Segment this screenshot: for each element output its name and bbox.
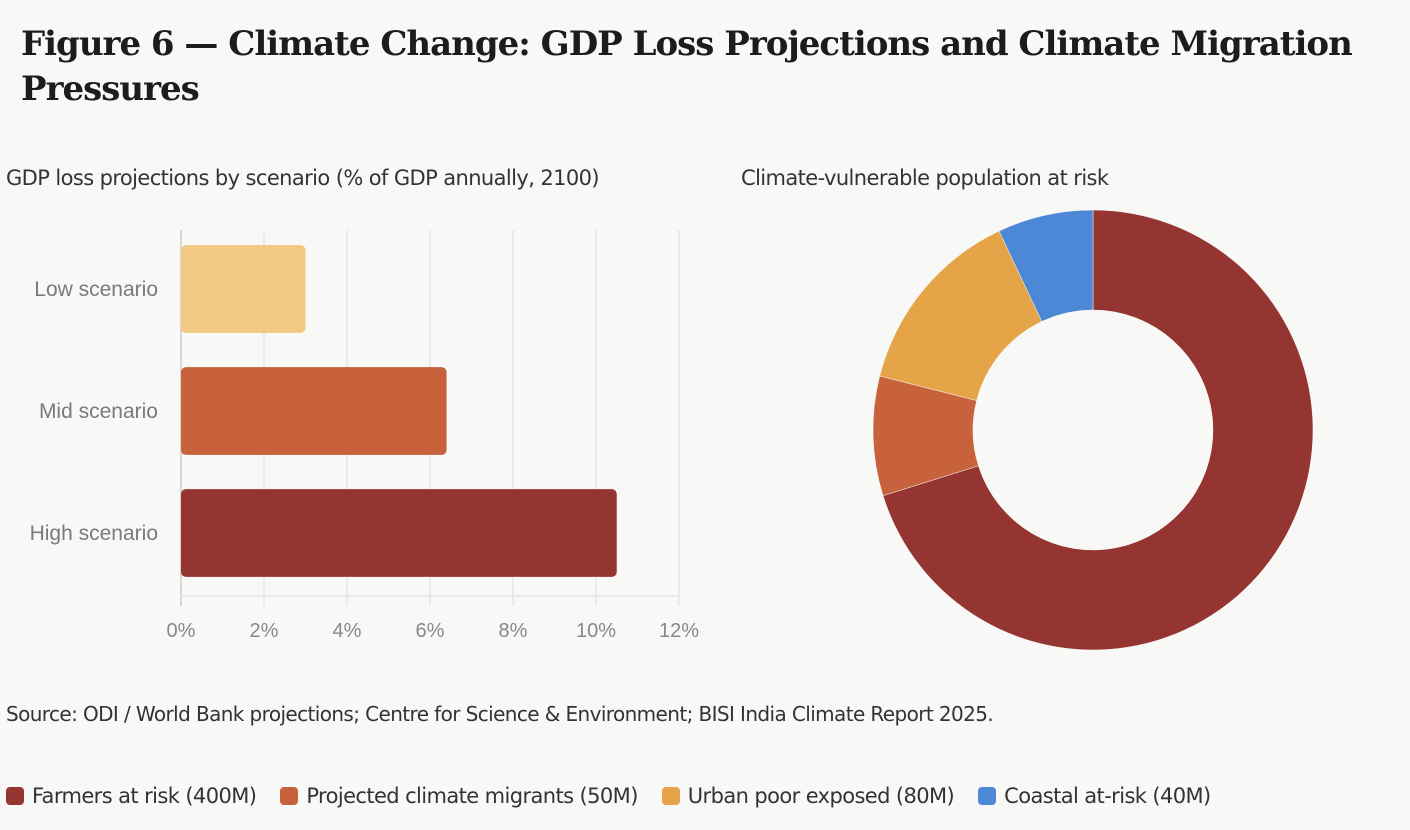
x-tick-label: 0% bbox=[167, 620, 196, 642]
donut-slice-farmers-at-risk bbox=[882, 209, 1314, 651]
legend-swatch bbox=[661, 787, 680, 805]
bar-chart: 0% 2% 4% 6% 8% 10% 12% Low scenario Mid scenario… bbox=[30, 230, 699, 642]
x-tick-label: 12% bbox=[659, 620, 699, 642]
donut-chart bbox=[872, 209, 1314, 651]
legend-item: Urban poor exposed (80M) bbox=[661, 784, 955, 808]
legend-swatch bbox=[280, 787, 299, 805]
legend-item: Farmers at risk (400M) bbox=[6, 784, 257, 808]
x-tick-label: 8% bbox=[499, 620, 528, 642]
source-note: Source: ODI / World Bank projections; Ce… bbox=[6, 702, 994, 726]
figure-title: Figure 6 — Climate Change: GDP Loss Proj… bbox=[21, 24, 1353, 109]
donut-slice-coastal-at-risk bbox=[998, 209, 1094, 322]
donut-legend: Farmers at risk (400M) Projected climate … bbox=[6, 784, 1235, 808]
donut-chart-title: Climate-vulnerable population at risk bbox=[741, 166, 1109, 190]
legend-label: Coastal at-risk (40M) bbox=[1004, 784, 1211, 808]
legend-label: Urban poor exposed (80M) bbox=[687, 784, 955, 808]
bar-chart-title: GDP loss projections by scenario (% of G… bbox=[6, 166, 600, 190]
x-tick-label: 10% bbox=[576, 620, 616, 642]
y-category-label: Low scenario bbox=[34, 278, 158, 301]
legend-label: Farmers at risk (400M) bbox=[32, 784, 257, 808]
y-category-label: High scenario bbox=[30, 522, 158, 545]
legend-item: Projected climate migrants (50M) bbox=[280, 784, 638, 808]
bar-high-scenario bbox=[181, 489, 617, 577]
x-tick-label: 4% bbox=[333, 620, 362, 642]
x-tick-label: 6% bbox=[416, 620, 445, 642]
legend-swatch bbox=[6, 787, 24, 805]
legend-item: Coastal at-risk (40M) bbox=[978, 784, 1211, 808]
y-category-label: Mid scenario bbox=[39, 400, 158, 423]
legend-swatch bbox=[978, 787, 997, 805]
legend-label: Projected climate migrants (50M) bbox=[306, 784, 638, 808]
bar-low-scenario bbox=[181, 245, 306, 333]
bar-mid-scenario bbox=[181, 367, 447, 455]
x-tick-label: 2% bbox=[250, 620, 279, 642]
